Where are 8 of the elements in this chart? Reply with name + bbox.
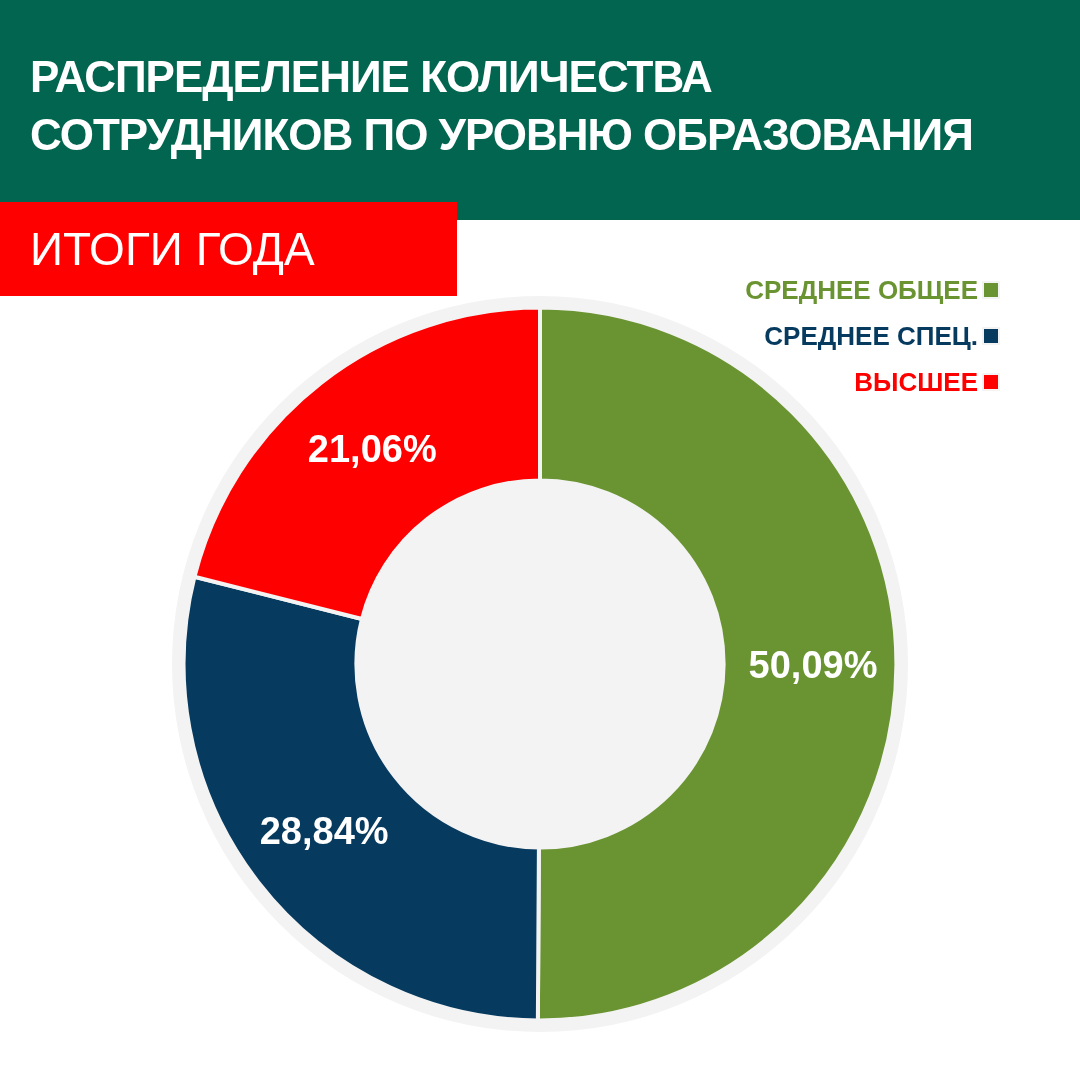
chart-subtitle: ИТОГИ ГОДА [30,222,315,276]
legend-label: СРЕДНЕЕ ОБЩЕЕ [745,275,978,305]
legend-label: СРЕДНЕЕ СПЕЦ. [764,321,978,351]
chart-title: РАСПРЕДЕЛЕНИЕ КОЛИЧЕСТВА СОТРУДНИКОВ ПО УРОВНЮ ОБРАЗОВАНИЯ [30,51,974,161]
data-label: 28,84% [259,810,389,853]
data-label: 21,06% [307,427,437,470]
legend-label: ВЫСШЕЕ [854,367,978,397]
data-label: 50,09% [748,643,878,686]
